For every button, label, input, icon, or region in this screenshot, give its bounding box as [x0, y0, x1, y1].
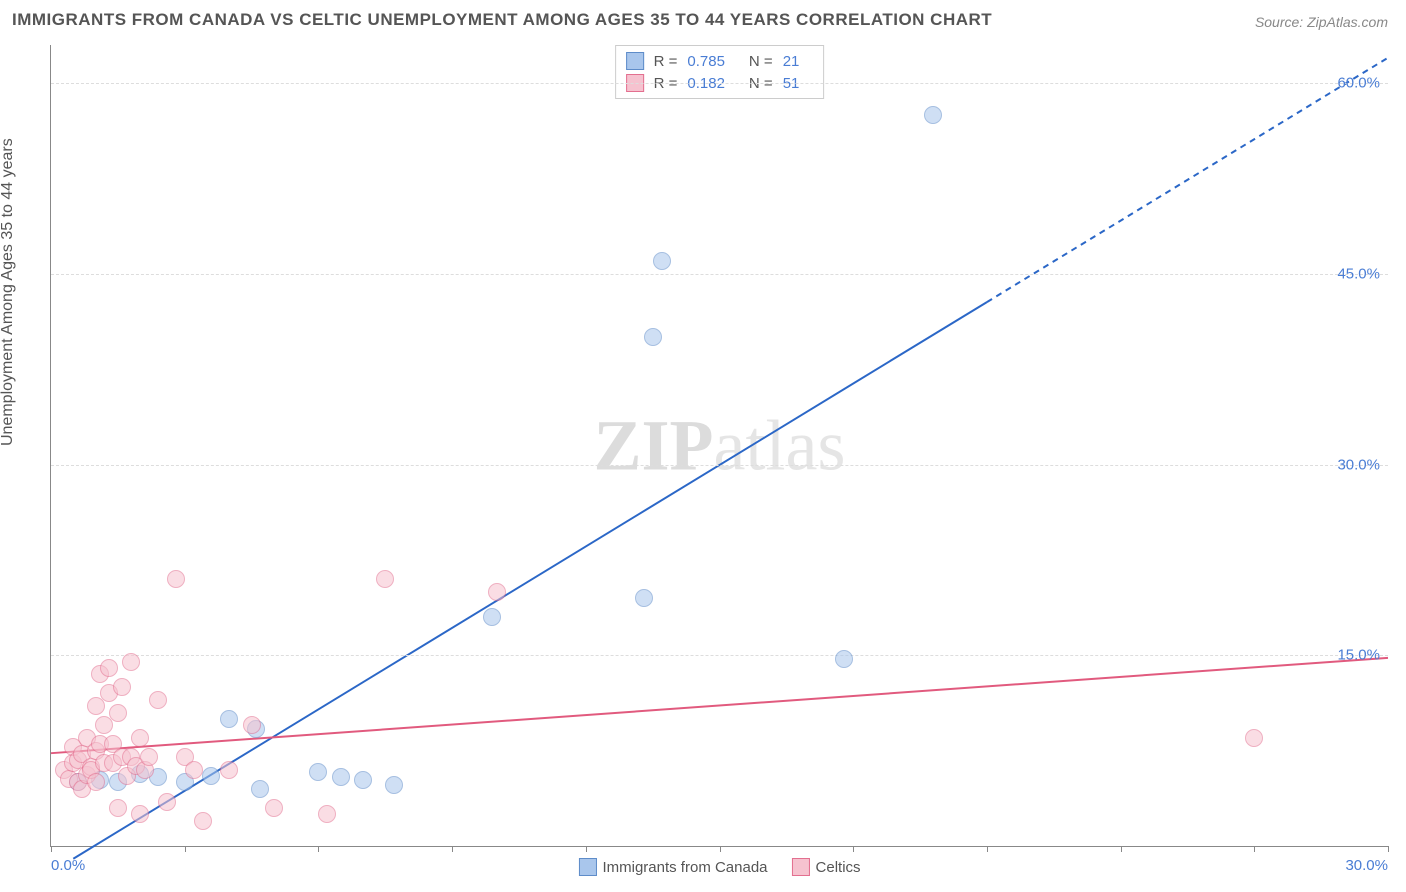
scatter-point	[220, 710, 238, 728]
scatter-point	[354, 771, 372, 789]
scatter-point	[243, 716, 261, 734]
scatter-point	[131, 729, 149, 747]
legend-swatch-2	[792, 858, 810, 876]
chart-container: IMMIGRANTS FROM CANADA VS CELTIC UNEMPLO…	[0, 0, 1406, 892]
scatter-point	[644, 328, 662, 346]
x-tick	[1121, 846, 1122, 852]
scatter-point	[87, 773, 105, 791]
legend-swatch-1	[578, 858, 596, 876]
x-tick-label: 0.0%	[51, 857, 85, 874]
gridline	[51, 465, 1388, 466]
x-tick	[987, 846, 988, 852]
chart-title: IMMIGRANTS FROM CANADA VS CELTIC UNEMPLO…	[12, 10, 992, 30]
scatter-point	[376, 570, 394, 588]
y-axis-label: Unemployment Among Ages 35 to 44 years	[0, 138, 17, 446]
legend-item-2: Celtics	[792, 858, 861, 876]
scatter-point	[149, 691, 167, 709]
scatter-point	[265, 799, 283, 817]
swatch-series-1	[626, 52, 644, 70]
scatter-point	[483, 608, 501, 626]
scatter-point	[309, 763, 327, 781]
x-tick	[318, 846, 319, 852]
scatter-point	[202, 767, 220, 785]
scatter-point	[113, 678, 131, 696]
legend-label-1: Immigrants from Canada	[602, 859, 767, 876]
scatter-point	[158, 793, 176, 811]
n-label: N =	[749, 53, 773, 70]
scatter-point	[131, 805, 149, 823]
scatter-point	[167, 570, 185, 588]
gridline	[51, 274, 1388, 275]
scatter-point	[318, 805, 336, 823]
scatter-point	[385, 776, 403, 794]
n-value-1: 21	[783, 53, 800, 70]
x-tick	[720, 846, 721, 852]
watermark: ZIPatlas	[594, 404, 846, 487]
scatter-point	[185, 761, 203, 779]
watermark-zip: ZIP	[594, 405, 714, 485]
y-tick-label: 30.0%	[1337, 456, 1380, 473]
x-tick	[1254, 846, 1255, 852]
scatter-point	[220, 761, 238, 779]
scatter-point	[100, 659, 118, 677]
y-tick-label: 45.0%	[1337, 265, 1380, 282]
scatter-point	[1245, 729, 1263, 747]
scatter-point	[835, 650, 853, 668]
plot-area: ZIPatlas R = 0.785 N = 21 R = 0.182 N = …	[50, 45, 1388, 847]
gridline	[51, 83, 1388, 84]
x-tick	[853, 846, 854, 852]
x-tick	[185, 846, 186, 852]
r-label: R =	[654, 53, 678, 70]
legend-item-1: Immigrants from Canada	[578, 858, 767, 876]
x-tick	[452, 846, 453, 852]
scatter-point	[109, 799, 127, 817]
stats-legend: R = 0.785 N = 21 R = 0.182 N = 51	[615, 45, 825, 99]
y-tick-label: 60.0%	[1337, 75, 1380, 92]
scatter-point	[488, 583, 506, 601]
scatter-point	[635, 589, 653, 607]
series-legend: Immigrants from Canada Celtics	[578, 858, 860, 876]
scatter-point	[122, 653, 140, 671]
scatter-point	[109, 704, 127, 722]
x-tick	[51, 846, 52, 852]
x-tick	[1388, 846, 1389, 852]
scatter-point	[194, 812, 212, 830]
watermark-atlas: atlas	[714, 405, 846, 485]
x-tick-label: 30.0%	[1345, 857, 1388, 874]
stats-row-1: R = 0.785 N = 21	[626, 50, 814, 72]
x-tick	[586, 846, 587, 852]
gridline	[51, 655, 1388, 656]
scatter-point	[140, 748, 158, 766]
r-value-1: 0.785	[687, 53, 725, 70]
source-attribution: Source: ZipAtlas.com	[1255, 14, 1388, 30]
scatter-point	[332, 768, 350, 786]
y-tick-label: 15.0%	[1337, 647, 1380, 664]
scatter-point	[653, 252, 671, 270]
legend-label-2: Celtics	[816, 859, 861, 876]
scatter-point	[251, 780, 269, 798]
scatter-point	[924, 106, 942, 124]
